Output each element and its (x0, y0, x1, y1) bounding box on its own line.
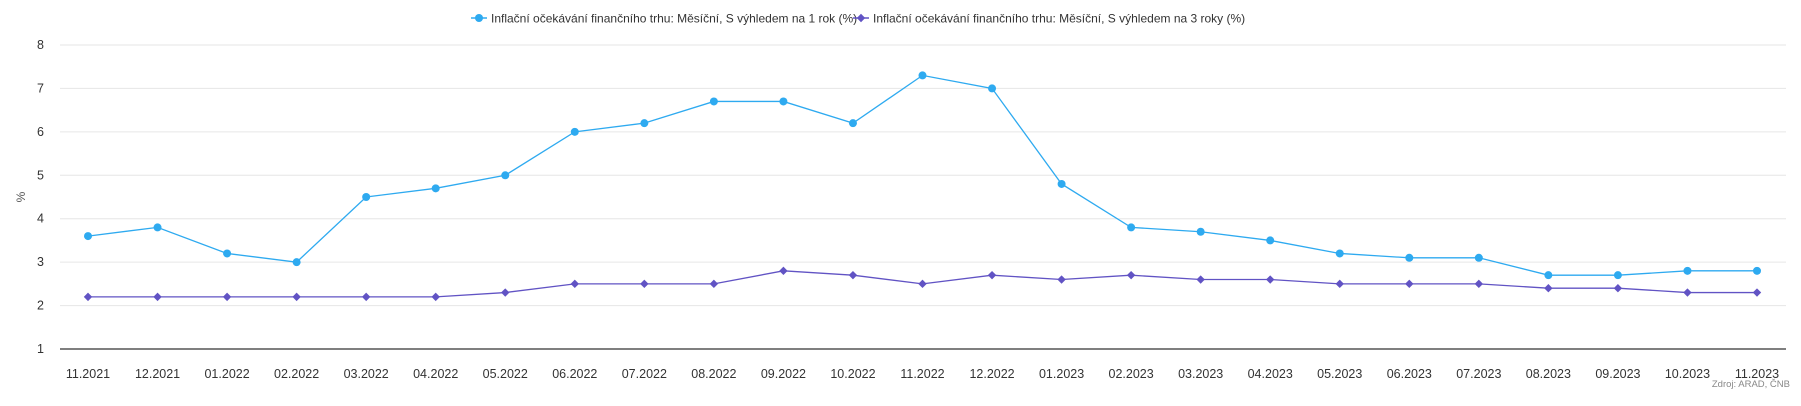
x-tick-label: 06.2022 (552, 367, 597, 381)
data-point (918, 71, 927, 80)
x-tick-label: 07.2023 (1456, 367, 1501, 381)
data-point (223, 249, 232, 258)
data-point (640, 279, 649, 289)
y-axis-label: % (14, 191, 28, 202)
series-group (83, 266, 1762, 302)
data-point (1405, 279, 1414, 289)
data-point (1057, 275, 1066, 284)
legend[interactable]: Inflační očekávání finančního trhu: Měsí… (471, 12, 1245, 26)
data-point (570, 127, 579, 136)
x-tick-label: 09.2023 (1595, 367, 1640, 381)
data-point (1196, 275, 1205, 284)
x-tick-label: 07.2022 (622, 367, 667, 381)
series (83, 71, 1762, 302)
x-tick-label: 12.2022 (969, 367, 1014, 381)
x-tick-label: 04.2022 (413, 367, 458, 381)
data-point (709, 279, 719, 289)
data-point (1544, 284, 1553, 293)
data-point (1127, 223, 1136, 232)
data-point (431, 292, 440, 302)
x-tick-label: 10.2022 (830, 367, 875, 381)
data-point (918, 279, 927, 289)
data-point (1126, 270, 1136, 280)
y-tick-label: 7 (37, 81, 44, 95)
x-tick-label: 03.2023 (1178, 367, 1223, 381)
data-point (1683, 288, 1692, 297)
data-point (848, 119, 857, 128)
data-point (1196, 227, 1205, 236)
x-tick-label: 05.2023 (1317, 367, 1362, 381)
data-point (83, 292, 93, 302)
data-point (709, 97, 718, 106)
x-tick-label: 08.2022 (691, 367, 736, 381)
data-point (1405, 253, 1414, 262)
data-point (1266, 236, 1275, 245)
data-point (361, 292, 371, 302)
data-point (1613, 284, 1623, 293)
series-group (84, 71, 1761, 280)
data-point (153, 292, 162, 302)
x-tick-label: 08.2023 (1526, 367, 1571, 381)
y-tick-label: 4 (37, 212, 44, 226)
data-point (779, 97, 788, 106)
data-point (1474, 279, 1484, 289)
data-point (431, 184, 440, 193)
legend-marker (475, 14, 483, 22)
data-point (84, 232, 92, 241)
data-point (1335, 279, 1344, 289)
x-tick-label: 09.2022 (761, 367, 806, 381)
gridlines (60, 44, 1786, 307)
data-point (501, 171, 510, 180)
x-tick-label: 03.2022 (344, 367, 389, 381)
data-point (848, 270, 858, 280)
data-point (1613, 271, 1622, 280)
data-point (570, 279, 579, 289)
data-point (988, 84, 997, 93)
x-tick-label: 01.2022 (204, 367, 249, 381)
data-point (292, 292, 301, 302)
y-tick-label: 3 (37, 255, 44, 269)
axes: 1 2 3 4 5 6 7 8 11.2021 12.2021 01.2022 02.2022 03.2… (37, 38, 1786, 381)
legend-label: Inflační očekávání finančního trhu: Měsí… (491, 12, 857, 26)
data-point (1683, 266, 1692, 275)
data-point (1752, 288, 1762, 297)
data-point (501, 288, 510, 297)
data-point (779, 266, 788, 276)
x-tick-label: 11.2021 (66, 367, 110, 381)
x-tick-label: 05.2022 (483, 367, 528, 381)
x-tick-label: 04.2023 (1248, 367, 1293, 381)
x-tick-label: 01.2023 (1039, 367, 1084, 381)
x-tick-label: 02.2023 (1109, 367, 1154, 381)
x-tick-label: 02.2022 (274, 367, 319, 381)
legend-item[interactable]: Inflační očekávání finančního trhu: Měsí… (853, 12, 1245, 26)
data-point (292, 258, 301, 267)
x-tick-label: 12.2021 (135, 367, 180, 381)
data-point (153, 223, 162, 232)
y-tick-label: 6 (37, 125, 44, 139)
x-tick-label: 11.2023 (1735, 367, 1779, 381)
data-point (1266, 275, 1275, 284)
data-point (640, 119, 649, 128)
data-point (987, 270, 997, 280)
x-tick-label: 11.2022 (900, 367, 944, 381)
x-tick-label: 10.2023 (1665, 367, 1710, 381)
y-tick-label: 1 (37, 342, 44, 356)
y-tick-label: 2 (37, 299, 44, 313)
data-point (362, 193, 371, 201)
data-point (1057, 179, 1066, 188)
source-credit: Zdroj: ARAD, ČNB (1712, 379, 1790, 390)
x-tick-label: 06.2023 (1387, 367, 1432, 381)
legend-item[interactable]: Inflační očekávání finančního trhu: Měsí… (471, 12, 857, 26)
data-point (1474, 253, 1483, 262)
legend-label: Inflační očekávání finančního trhu: Měsí… (873, 12, 1245, 26)
y-tick-label: 5 (37, 168, 44, 182)
legend-marker (856, 13, 866, 23)
data-point (1335, 249, 1344, 258)
data-point (1544, 271, 1553, 280)
data-point (1753, 266, 1761, 275)
data-point (222, 292, 232, 302)
y-tick-label: 8 (37, 38, 44, 52)
